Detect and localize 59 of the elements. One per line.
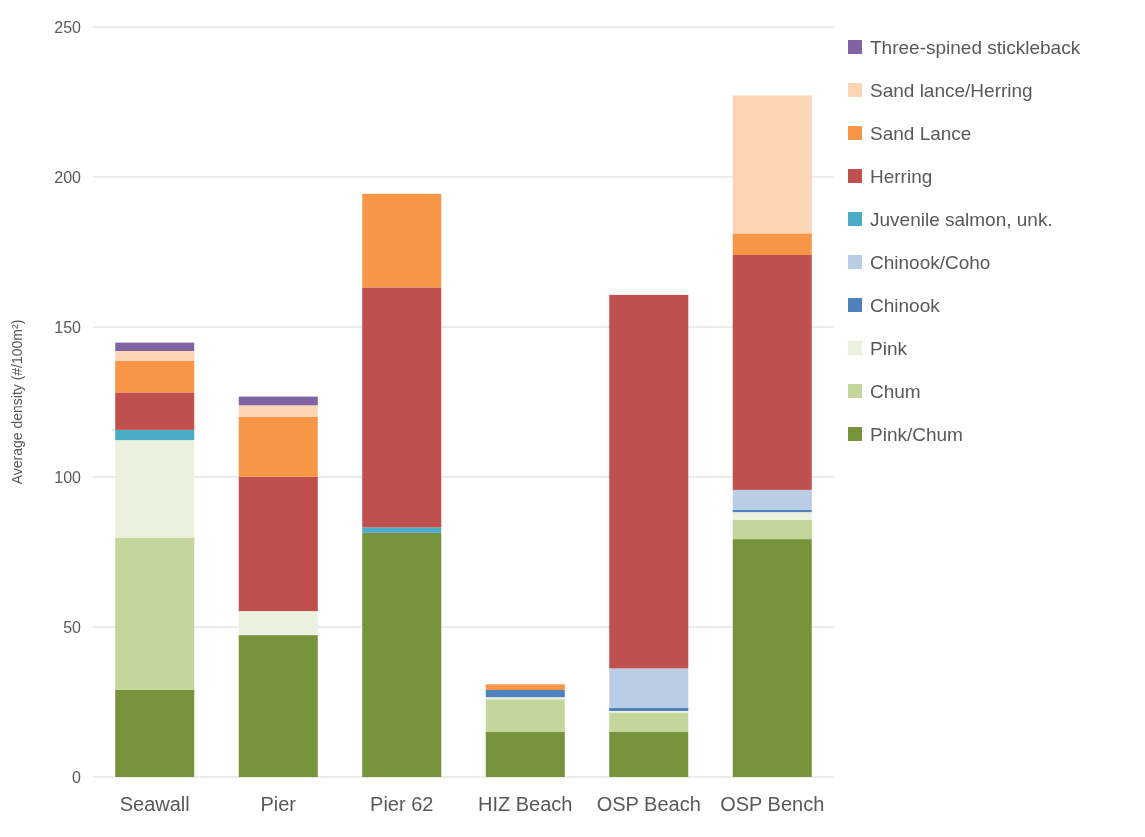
- bar: [115, 392, 195, 430]
- bar: [238, 476, 318, 612]
- bar: [115, 360, 195, 393]
- bar: [115, 342, 195, 351]
- bar: [485, 699, 565, 732]
- bar: [238, 416, 318, 477]
- bar: [732, 519, 812, 540]
- bar: [609, 294, 689, 669]
- legend-label: Chum: [870, 380, 921, 402]
- bar: [238, 396, 318, 406]
- y-tick-label: 250: [54, 18, 82, 36]
- y-tick-label: 0: [72, 768, 82, 786]
- x-tick-label: Pier: [260, 793, 297, 815]
- legend-label: Pink/Chum: [870, 423, 963, 445]
- x-tick-label: HIZ Beach: [478, 793, 573, 815]
- legend-label: Chinook/Coho: [870, 251, 991, 273]
- bar: [362, 532, 442, 777]
- bar: [609, 707, 689, 711]
- bar: [238, 611, 318, 636]
- legend-label: Sand Lance: [870, 122, 972, 144]
- x-tick-label: OSP Beach: [596, 793, 701, 815]
- bar: [362, 527, 442, 533]
- legend-label: Juvenile salmon, unk.: [870, 208, 1053, 230]
- bar: [732, 512, 812, 520]
- y-tick-label: 100: [54, 468, 82, 486]
- bar: [609, 732, 689, 777]
- bar: [115, 429, 195, 441]
- legend-label: Chinook: [870, 294, 941, 316]
- bar: [485, 697, 565, 700]
- bar: [732, 233, 812, 255]
- legend-label: Sand lance/Herring: [870, 79, 1033, 101]
- bar: [732, 510, 812, 513]
- bar: [362, 193, 442, 288]
- bar: [485, 690, 565, 698]
- x-tick-label: OSP Bench: [720, 793, 825, 815]
- legend-label: Herring: [870, 165, 933, 187]
- bar: [238, 635, 318, 777]
- bar: [485, 684, 565, 690]
- y-tick-label: 200: [54, 168, 82, 186]
- bar: [732, 255, 812, 490]
- bar: [609, 668, 689, 708]
- y-axis-title: Average density (#/100m²): [9, 319, 25, 485]
- bar: [115, 440, 195, 538]
- bar: [732, 95, 812, 234]
- y-tick-label: 50: [63, 618, 82, 636]
- bar: [609, 712, 689, 732]
- bar: [115, 537, 195, 690]
- bar: [115, 351, 195, 361]
- y-tick-label: 150: [54, 318, 82, 336]
- bar: [485, 732, 565, 777]
- bar: [238, 405, 318, 417]
- bar: [115, 690, 195, 777]
- legend-label: Three-spined stickleback: [870, 36, 1081, 58]
- x-tick-label: Pier 62: [370, 793, 434, 815]
- legend-label: Pink: [870, 337, 908, 359]
- bar: [732, 489, 812, 510]
- bar: [362, 287, 442, 528]
- x-tick-label: Seawall: [119, 793, 190, 815]
- bar: [732, 539, 812, 777]
